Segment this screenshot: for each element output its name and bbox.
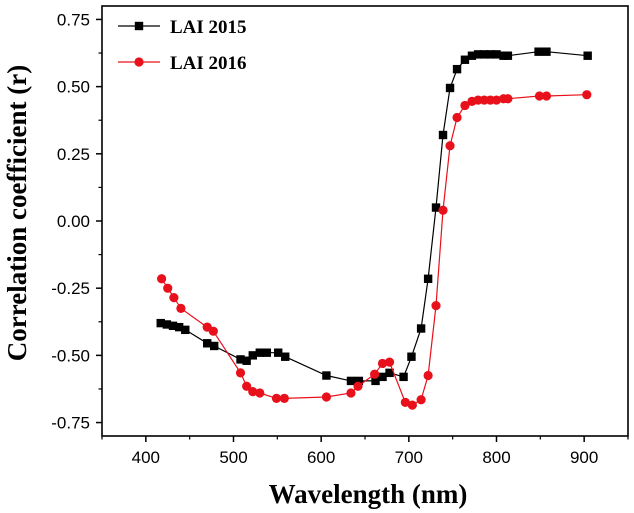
data-point: [423, 274, 433, 283]
legend-label: LAI 2015: [170, 17, 247, 38]
data-point: [486, 50, 495, 59]
data-point: [236, 355, 245, 364]
data-point: [499, 51, 508, 60]
data-point: [255, 348, 264, 357]
legend-label: LAI 2016: [170, 53, 247, 74]
data-point: [371, 376, 380, 386]
data-point: [407, 352, 416, 361]
data-point: [445, 141, 455, 151]
x-tick-label: 900: [570, 448, 598, 467]
data-point: [274, 348, 283, 357]
tick-layer: 400 500 600 700 800 900 -0.75 -0.50 -0.25 0.00 0.2…: [51, 10, 629, 467]
data-point: [534, 91, 545, 101]
series-line: [161, 94, 587, 406]
y-tick-label: -0.50: [51, 346, 90, 365]
x-tick-label: 500: [219, 448, 247, 467]
data-point: [542, 47, 551, 56]
data-point: [452, 64, 462, 74]
x-tick-label: 400: [132, 448, 160, 467]
series-1: [157, 90, 592, 410]
data-point: [248, 387, 258, 397]
legend-item: LAI 2016: [118, 53, 247, 74]
y-tick-label: 0.25: [57, 145, 90, 164]
data-point: [582, 90, 592, 100]
data-point: [452, 112, 462, 123]
legend-marker: [134, 57, 144, 67]
data-point: [281, 352, 290, 361]
data-point: [168, 321, 178, 331]
data-point: [354, 376, 364, 386]
data-point: [384, 357, 395, 367]
y-axis-title: Correlation coefficient (r): [2, 65, 32, 361]
data-point: [279, 393, 289, 403]
data-point: [321, 392, 332, 402]
data-point: [255, 388, 265, 398]
y-tick-label: 0.00: [57, 212, 90, 231]
legend: LAI 2015 LAI 2016: [118, 17, 247, 74]
data-point: [322, 371, 331, 380]
data-point: [541, 91, 552, 101]
data-point: [156, 318, 165, 328]
data-point: [503, 51, 513, 60]
data-point: [262, 348, 272, 357]
data-point: [583, 51, 592, 60]
data-point: [423, 370, 433, 381]
data-point: [353, 381, 363, 391]
data-point: [445, 83, 455, 93]
data-point: [503, 94, 513, 104]
data-point: [431, 203, 441, 212]
data-point: [399, 372, 408, 382]
data-point: [400, 397, 410, 408]
data-point: [377, 358, 388, 369]
x-tick-label: 600: [307, 448, 335, 467]
y-tick-label: 0.75: [57, 10, 90, 29]
y-tick-label: -0.75: [51, 414, 90, 433]
data-point: [370, 369, 380, 379]
legend-item: LAI 2015: [118, 17, 247, 38]
data-point: [467, 51, 477, 60]
data-point: [235, 368, 246, 378]
data-point: [534, 47, 543, 56]
data-point: [181, 325, 190, 335]
series-layer: [156, 47, 592, 410]
data-point: [271, 393, 282, 403]
data-point: [208, 326, 218, 336]
data-point: [407, 400, 417, 410]
data-point: [491, 95, 502, 105]
data-point: [378, 372, 387, 382]
data-point: [162, 320, 172, 329]
data-point: [460, 55, 470, 64]
y-tick-label: 0.50: [57, 78, 90, 97]
data-point: [346, 376, 356, 386]
legend-marker: [134, 21, 144, 31]
data-point: [210, 341, 219, 351]
x-axis-title: Wavelength (nm): [269, 479, 468, 509]
data-point: [416, 324, 426, 333]
data-point: [460, 100, 470, 111]
data-point: [163, 283, 173, 293]
y-tick-label: -0.25: [51, 279, 90, 298]
data-point: [169, 292, 179, 303]
data-point: [346, 388, 356, 398]
series-0: [156, 47, 592, 386]
data-point: [203, 339, 212, 348]
data-point: [248, 351, 257, 360]
data-point: [438, 130, 448, 140]
x-tick-label: 700: [395, 448, 423, 467]
data-point: [157, 274, 167, 284]
data-point: [492, 50, 501, 59]
data-point: [438, 205, 448, 215]
data-point: [176, 303, 186, 313]
data-point: [242, 356, 251, 365]
data-point: [416, 395, 426, 405]
data-point: [431, 301, 441, 311]
data-point: [473, 50, 483, 59]
data-point: [242, 381, 252, 391]
data-point: [480, 50, 489, 59]
data-point: [174, 322, 184, 332]
x-tick-label: 800: [482, 448, 510, 467]
data-point: [385, 368, 394, 378]
series-line: [160, 51, 588, 382]
